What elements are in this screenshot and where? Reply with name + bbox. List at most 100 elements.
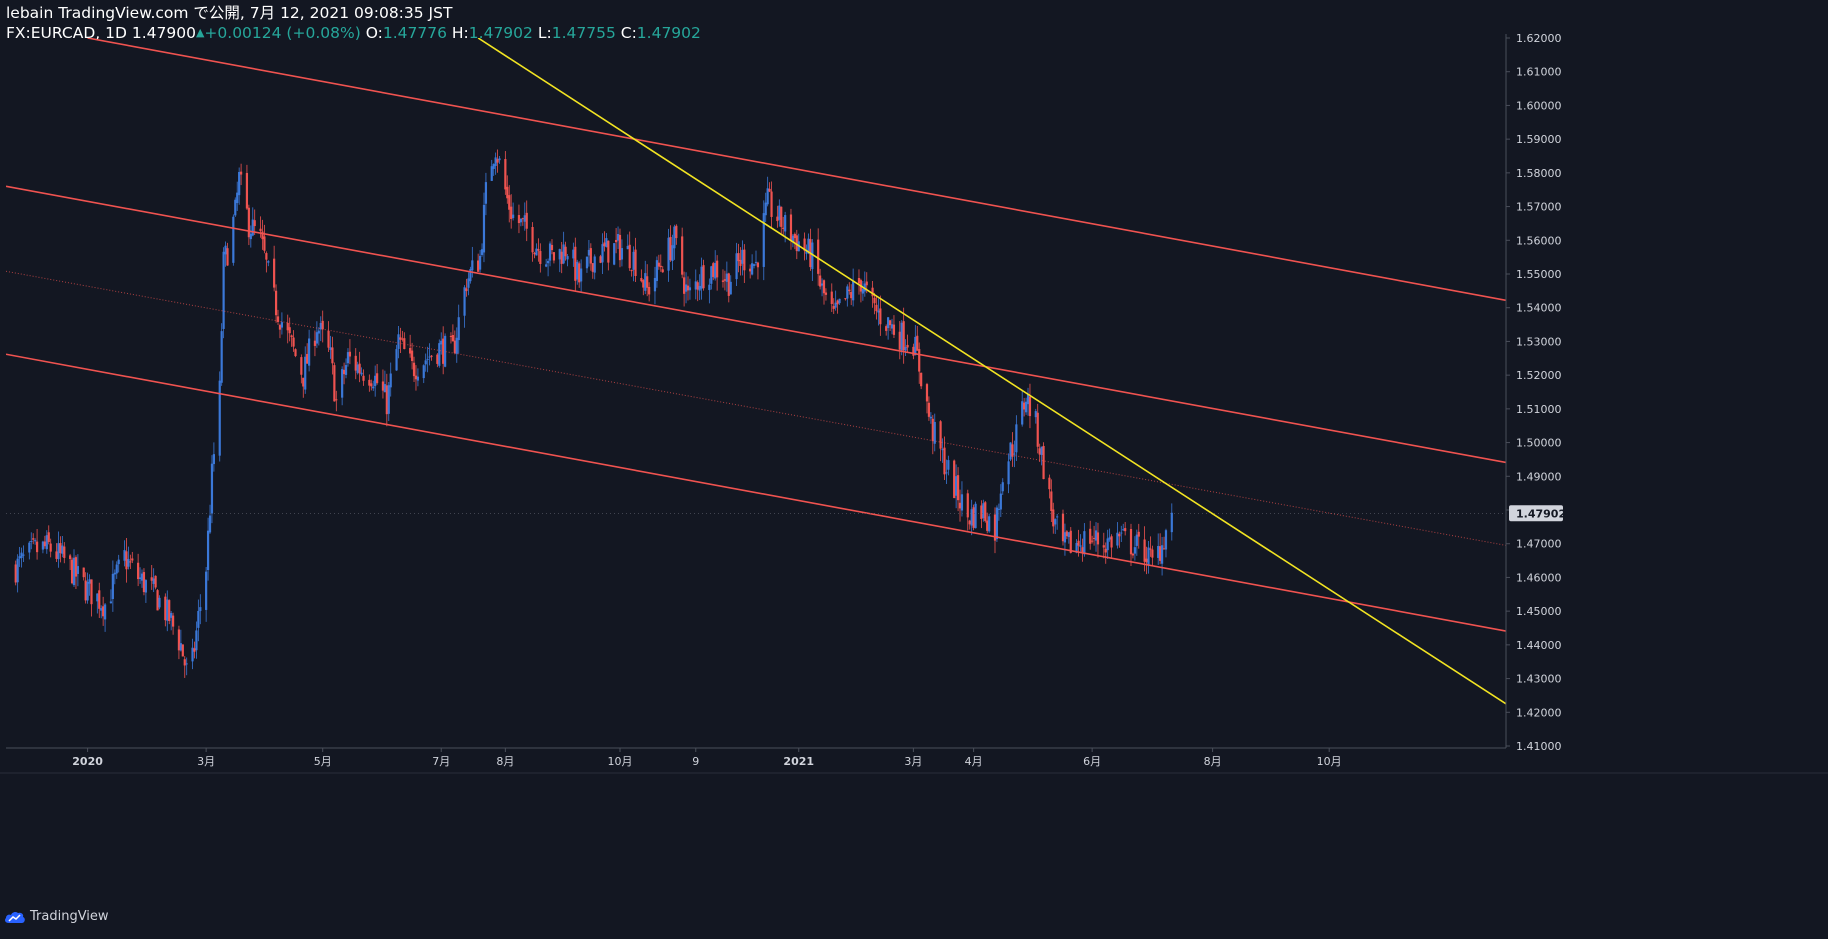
channel-mid-dotted-line[interactable] [6,270,1506,546]
candle-body [789,214,793,241]
candle-body [721,280,725,282]
candle-body [564,246,567,257]
channel-lower-line[interactable] [6,353,1506,632]
candle-body [315,332,318,344]
candle-body [43,541,46,547]
candle-body [333,365,336,402]
candle-body [993,514,997,541]
candle-body [288,327,291,334]
candle-body [768,188,771,192]
candle-body [912,346,915,356]
candle-body [615,239,618,243]
candle-body [177,629,181,651]
trendline-line[interactable] [477,38,1506,705]
candle-body [327,330,330,348]
channel-upper-line[interactable] [87,38,1506,302]
candle-body [1015,424,1018,453]
candle-body [925,384,929,402]
candle-body [986,520,989,531]
candle-body [836,300,839,305]
candle-body [1164,530,1168,550]
candle-body [741,249,744,264]
candle-body [49,543,52,552]
candle-body [696,282,699,290]
candle-body [955,476,958,496]
candle-body [694,281,697,290]
candle-body [1102,545,1105,548]
candle-body [918,349,921,372]
candle-body [657,262,660,267]
y-tick-label: 1.58000 [1516,167,1562,180]
candle-body [830,291,833,304]
candle-body [683,277,686,294]
candle-body [261,231,264,240]
candle-body [914,336,917,356]
candle-body [14,564,17,583]
candle-body [729,281,732,295]
candle-body [548,243,552,261]
candle-body [300,357,303,375]
candle-body [471,260,474,271]
candle-body [1170,512,1173,533]
candle-body [580,268,583,282]
candle-body [403,338,406,350]
candle-body [208,515,212,533]
candle-body [1009,442,1012,460]
candle-body [278,325,282,330]
candle-body [714,262,717,279]
candle-body [1091,540,1094,542]
candle-body [183,659,186,666]
candle-body [412,362,416,377]
candle-body [199,607,202,612]
candle-body [1120,532,1123,534]
candle-body [578,263,581,283]
candle-body [960,494,964,511]
candle-body [170,613,173,618]
candle-body [86,581,89,601]
close-label: C: [620,24,637,42]
candle-body [131,558,134,561]
candle-body [224,245,227,255]
candle-body [805,250,808,254]
candle-body [368,379,371,386]
candle-body [294,349,297,357]
candle-body [512,214,515,218]
brand-label: TradingView [30,909,109,924]
candle-body [1122,529,1125,531]
candle-body [560,251,563,264]
candle-body [156,590,159,611]
tradingview-logo[interactable]: TradingView [4,909,109,924]
candle-body [655,260,659,281]
candle-body [675,225,678,239]
candle-body [562,244,565,264]
candle-body [1063,532,1067,543]
candle-body [980,505,983,519]
candle-body [1061,513,1065,542]
candle-body [803,238,806,251]
candle-body [589,248,592,264]
candle-body [504,159,507,190]
candle-body [737,253,740,262]
symbol-label: FX:EURCAD, 1D [6,24,127,42]
candle-body [727,273,730,296]
candle-body [904,346,907,351]
y-tick-label: 1.60000 [1516,99,1562,112]
candle-body [1151,549,1154,558]
candle-body [455,337,458,354]
candle-body [653,277,657,292]
candle-body [669,236,672,261]
candle-body [585,256,589,269]
candle-body [191,647,194,662]
candle-body [605,238,608,248]
candle-body [74,557,78,577]
candle-body [90,579,93,605]
channel-middle-line[interactable] [6,185,1506,464]
candle-body [117,559,120,565]
open-value: 1.47776 [382,24,447,42]
candle-body [756,262,760,268]
candle-body [222,251,225,329]
candle-body [1160,545,1164,564]
candle-body [414,375,418,380]
candle-body [857,278,861,284]
